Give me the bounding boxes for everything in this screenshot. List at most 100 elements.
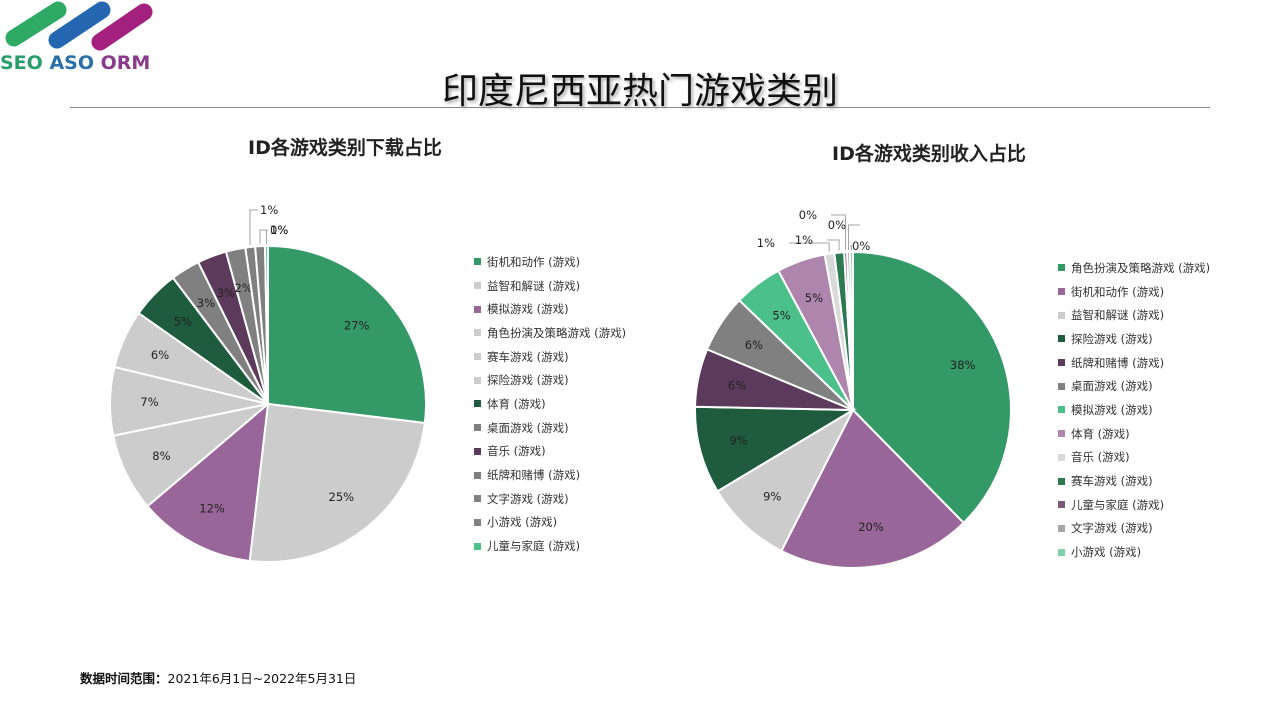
legend-item: 探险游戏 (游戏) bbox=[1058, 327, 1210, 351]
legend-label: 益智和解谜 (游戏) bbox=[487, 278, 581, 293]
logo-stripe-green bbox=[5, 1, 67, 47]
legend-item: 体育 (游戏) bbox=[1058, 422, 1210, 446]
legend-swatch-icon bbox=[1058, 524, 1065, 532]
legend-label: 益智和解谜 (游戏) bbox=[1071, 308, 1165, 323]
pie-data-label: 3% bbox=[197, 296, 215, 310]
legend-label: 探险游戏 (游戏) bbox=[487, 373, 569, 388]
pie-data-label: 20% bbox=[858, 520, 884, 534]
pie-data-label: 7% bbox=[140, 395, 158, 409]
pie-data-label: 0% bbox=[828, 218, 846, 232]
pie-data-label: 5% bbox=[772, 308, 790, 322]
leader-line bbox=[265, 229, 268, 245]
logo-stripe-magenta bbox=[91, 3, 153, 51]
legend-swatch-icon bbox=[474, 329, 481, 337]
logo-orm: ORM bbox=[100, 52, 151, 74]
pie-slice bbox=[146, 401, 270, 563]
revenue-chart-title: ID各游戏类别收入占比 bbox=[832, 143, 1026, 165]
logo: SEO ASO ORM bbox=[0, 0, 160, 78]
legend-item: 益智和解谜 (游戏) bbox=[474, 274, 626, 298]
pie-slice bbox=[267, 244, 427, 425]
legend-label: 小游戏 (游戏) bbox=[487, 515, 558, 530]
pie-data-label: 9% bbox=[729, 433, 747, 447]
legend-swatch-icon bbox=[474, 353, 481, 361]
legend-swatch-icon bbox=[1058, 453, 1065, 461]
legend-item: 街机和动作 (游戏) bbox=[1058, 280, 1210, 304]
legend-item: 文字游戏 (游戏) bbox=[1058, 517, 1210, 541]
pie-slice bbox=[264, 244, 269, 405]
pie-data-label: 2% bbox=[235, 281, 253, 295]
legend-label: 赛车游戏 (游戏) bbox=[487, 349, 569, 364]
pie-data-label: 0% bbox=[799, 208, 817, 222]
pie-data-label: 5% bbox=[174, 315, 192, 329]
legend-label: 文字游戏 (游戏) bbox=[1071, 521, 1153, 536]
legend-label: 探险游戏 (游戏) bbox=[1071, 331, 1153, 346]
pie-data-label: 12% bbox=[199, 501, 225, 515]
pie-slice bbox=[849, 250, 854, 411]
legend-swatch-icon bbox=[474, 400, 481, 408]
download-chart-title: ID各游戏类别下载占比 bbox=[248, 137, 442, 159]
pie-slice bbox=[716, 407, 856, 553]
pie-data-label: 27% bbox=[344, 318, 370, 332]
legend-item: 纸牌和赌博 (游戏) bbox=[1058, 351, 1210, 375]
legend-item: 儿童与家庭 (游戏) bbox=[1058, 493, 1210, 517]
pie-data-label: 6% bbox=[728, 379, 746, 393]
pie-slice bbox=[780, 408, 966, 569]
pie-data-label: 6% bbox=[151, 348, 169, 362]
pie-data-label: 1% bbox=[270, 223, 288, 237]
legend-item: 赛车游戏 (游戏) bbox=[474, 345, 626, 369]
pie-slice bbox=[248, 402, 426, 563]
logo-stripes-icon bbox=[5, 1, 153, 51]
legend-item: 体育 (游戏) bbox=[474, 392, 626, 416]
logo-text: SEO ASO ORM bbox=[0, 52, 150, 74]
leader-line bbox=[848, 224, 860, 251]
pie-data-label: 9% bbox=[763, 490, 781, 504]
legend-swatch-icon bbox=[474, 542, 481, 550]
legend-item: 纸牌和赌博 (游戏) bbox=[474, 463, 626, 487]
legend-item: 模拟游戏 (游戏) bbox=[1058, 398, 1210, 422]
pie-data-label: 3% bbox=[217, 286, 235, 300]
legend-label: 音乐 (游戏) bbox=[487, 444, 546, 459]
legend-label: 桌面游戏 (游戏) bbox=[487, 420, 569, 435]
legend-label: 街机和动作 (游戏) bbox=[487, 254, 581, 269]
legend-label: 街机和动作 (游戏) bbox=[1071, 284, 1165, 299]
legend-swatch-icon bbox=[1058, 335, 1065, 343]
legend-item: 小游戏 (游戏) bbox=[474, 511, 626, 535]
legend-item: 街机和动作 (游戏) bbox=[474, 250, 626, 274]
revenue-legend: 角色扮演及策略游戏 (游戏) 街机和动作 (游戏) 益智和解谜 (游戏) 探险游戏 (… bbox=[1058, 256, 1210, 564]
logo-aso: ASO bbox=[49, 52, 94, 74]
leader-line bbox=[259, 229, 268, 245]
download-pie: 27%25%12%8%7%6%5%3%3% 2%1%1%0% bbox=[109, 203, 427, 563]
legend-item: 小游戏 (游戏) bbox=[1058, 540, 1210, 564]
legend-item: 文字游戏 (游戏) bbox=[474, 487, 626, 511]
legend-swatch-icon bbox=[474, 305, 481, 313]
pie-data-label: 1% bbox=[260, 203, 278, 217]
download-legend: 街机和动作 (游戏) 益智和解谜 (游戏) 模拟游戏 (游戏) 角色扮演及策略游戏 (… bbox=[474, 250, 626, 558]
legend-item: 赛车游戏 (游戏) bbox=[1058, 469, 1210, 493]
title-divider bbox=[70, 107, 1210, 108]
legend-swatch-icon bbox=[1058, 430, 1065, 438]
pie-data-label: 5% bbox=[805, 291, 823, 305]
pie-data-label: 25% bbox=[329, 490, 355, 504]
legend-label: 桌面游戏 (游戏) bbox=[1071, 379, 1153, 394]
legend-item: 益智和解谜 (游戏) bbox=[1058, 303, 1210, 327]
pie-data-label: 0% bbox=[852, 239, 870, 253]
pie-data-label: 0% bbox=[270, 223, 288, 237]
legend-item: 角色扮演及策略游戏 (游戏) bbox=[474, 321, 626, 345]
legend-label: 体育 (游戏) bbox=[487, 396, 546, 411]
legend-item: 模拟游戏 (游戏) bbox=[474, 297, 626, 321]
date-range-value: 2021年6月1日~2022年5月31日 bbox=[167, 671, 357, 686]
pie-data-label: 8% bbox=[152, 449, 170, 463]
legend-label: 角色扮演及策略游戏 (游戏) bbox=[487, 325, 627, 340]
legend-swatch-icon bbox=[474, 258, 481, 266]
legend-swatch-icon bbox=[474, 471, 481, 479]
leader-line bbox=[249, 209, 258, 246]
legend-label: 模拟游戏 (游戏) bbox=[1071, 402, 1153, 417]
legend-label: 赛车游戏 (游戏) bbox=[1071, 474, 1153, 489]
legend-label: 角色扮演及策略游戏 (游戏) bbox=[1071, 260, 1211, 275]
legend-swatch-icon bbox=[1058, 264, 1065, 272]
legend-swatch-icon bbox=[1058, 288, 1065, 296]
legend-label: 音乐 (游戏) bbox=[1071, 450, 1130, 465]
legend-label: 文字游戏 (游戏) bbox=[487, 491, 569, 506]
legend-swatch-icon bbox=[1058, 501, 1065, 509]
